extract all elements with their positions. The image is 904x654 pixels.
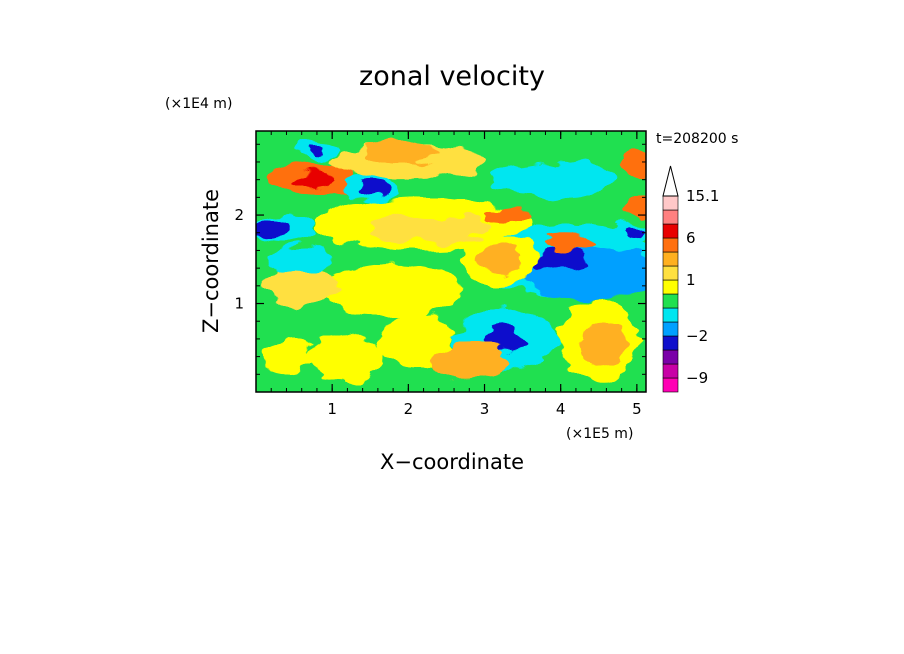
colorbar-swatch bbox=[662, 279, 679, 295]
contour-region-26 bbox=[431, 343, 508, 379]
colorbar-swatch bbox=[662, 377, 679, 393]
time-label: t=208200 s bbox=[656, 131, 738, 147]
contour-region-9 bbox=[310, 143, 324, 155]
contour-region-14 bbox=[534, 248, 588, 270]
colorbar-swatch bbox=[662, 349, 679, 365]
colorbar-swatch bbox=[662, 307, 679, 323]
contour-region-7 bbox=[360, 181, 388, 196]
colorbar-tick-label: 1 bbox=[686, 271, 696, 289]
x-tick-label: 2 bbox=[404, 400, 414, 418]
colorbar-swatch bbox=[662, 321, 679, 337]
colorbar-swatch bbox=[662, 363, 679, 379]
y-tick-label: 1 bbox=[234, 295, 244, 313]
x-tick-label: 5 bbox=[632, 400, 642, 418]
contour-region-20 bbox=[579, 321, 626, 366]
contour-region-22 bbox=[263, 263, 340, 308]
y-scale-label: (×1E4 m) bbox=[165, 96, 232, 112]
contour-region-5 bbox=[256, 219, 291, 238]
colorbar-swatch bbox=[662, 251, 679, 267]
colorbar-swatch bbox=[662, 293, 679, 309]
colorbar-swatch bbox=[662, 335, 679, 351]
colorbar-tick-label: 15.1 bbox=[686, 187, 719, 205]
colorbar-swatch bbox=[662, 237, 679, 253]
contour-region-32 bbox=[545, 232, 592, 251]
y-tick-label: 2 bbox=[234, 206, 244, 224]
contour-region-18 bbox=[484, 325, 523, 353]
contour-region-23 bbox=[259, 338, 314, 375]
contour-region-27 bbox=[617, 148, 646, 176]
contour-region-1 bbox=[291, 171, 335, 188]
contour-region-3 bbox=[362, 142, 439, 164]
plot-frame bbox=[255, 130, 647, 393]
colorbar-swatch bbox=[662, 265, 679, 281]
colorbar-swatch bbox=[662, 195, 679, 211]
contour-region-33 bbox=[484, 207, 531, 223]
colorbar-extend-arrow bbox=[662, 165, 679, 197]
x-tick-label: 4 bbox=[556, 400, 566, 418]
colorbar-swatch bbox=[662, 209, 679, 225]
colorbar: 15.1 6 1 −2 −9 bbox=[662, 165, 719, 393]
contour-region-28 bbox=[625, 195, 646, 217]
x-axis-label: X−coordinate bbox=[380, 450, 524, 474]
x-scale-label: (×1E5 m) bbox=[566, 426, 633, 442]
colorbar-tick-label: 6 bbox=[686, 229, 696, 247]
contour-region-30 bbox=[625, 226, 646, 239]
contour-plot-area bbox=[256, 131, 646, 392]
x-tick-label: 3 bbox=[480, 400, 490, 418]
chart-title: zonal velocity bbox=[359, 61, 545, 92]
colorbar-swatch bbox=[662, 223, 679, 239]
colorbar-tick-label: −9 bbox=[686, 369, 708, 387]
contour-region-11 bbox=[370, 215, 493, 242]
y-axis-label: Z−coordinate bbox=[199, 189, 223, 333]
contour-region-25 bbox=[377, 312, 455, 366]
contour-regions bbox=[256, 138, 646, 379]
y-axis-ticks: 12 bbox=[234, 143, 646, 375]
contour-region-34 bbox=[271, 246, 333, 273]
contour-region-16 bbox=[476, 245, 523, 274]
contour-region-31 bbox=[492, 161, 615, 198]
x-axis-ticks: 1 2 3 4 5 bbox=[270, 131, 642, 418]
contour-region-21 bbox=[324, 263, 462, 317]
colorbar-tick-label: −2 bbox=[686, 327, 708, 345]
contour-region-24 bbox=[309, 334, 386, 379]
x-tick-label: 1 bbox=[327, 400, 337, 418]
